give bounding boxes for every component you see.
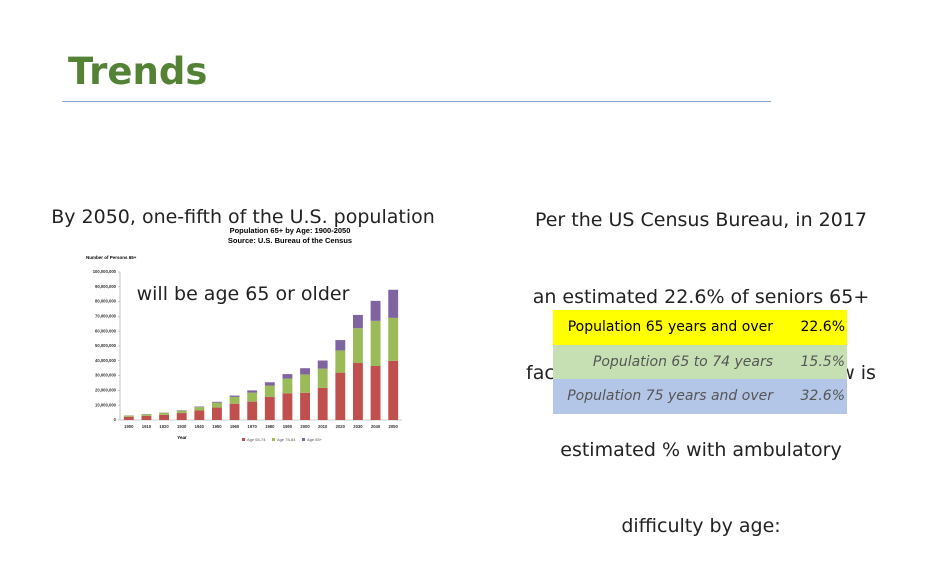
chart-subtitle: Source: U.S. Bureau of the Census [228,236,352,245]
chart: Population 65+ by Age: 1900-2050 Source:… [80,222,410,458]
bar-segment [247,402,257,420]
x-axis-label: Year [177,435,187,440]
bar-segment [265,386,275,397]
bar-segment [335,340,345,350]
caption-line: Per the US Census Bureau, in 2017 [501,208,901,234]
bar-segment [194,407,204,408]
x-tick-label: 1920 [159,424,169,429]
bar-segment [212,402,222,403]
x-tick-label: 2020 [336,424,346,429]
bar-segment [318,388,328,420]
y-tick-label: 50,000,000 [95,343,117,348]
caption-line: difficulty by age: [501,514,901,540]
x-tick-label: 2050 [389,424,399,429]
legend-swatch [272,438,275,441]
slide: {"title": "Trends", "left_text": ["By 20… [0,0,940,529]
x-tick-label: 2010 [318,424,328,429]
bar-segment [283,379,293,394]
table-cell: Population 75 years and over [553,379,775,414]
bar-segment [300,374,310,392]
bar-segment [388,318,398,361]
x-tick-label: 1980 [265,424,275,429]
bar-segment [371,366,381,420]
x-tick-label: 1910 [142,424,152,429]
bar-segment [177,413,187,420]
x-tick-label: 1940 [195,424,205,429]
bar-segment [388,361,398,420]
bar-segment [300,393,310,420]
bar-segment [124,416,134,417]
y-tick-label: 90,000,000 [95,284,117,289]
bar-segment [335,373,345,420]
bar-segment [230,397,240,404]
bar-segment [265,397,275,420]
y-tick-label: 0 [114,417,117,422]
bar-segment [318,361,328,369]
bar-segment [212,403,222,408]
legend-label: Age 65-74 [247,437,266,442]
bar-segment [247,390,257,392]
x-tick-label: 1950 [212,424,222,429]
x-tick-label: 1990 [283,424,293,429]
bar-segment [353,315,363,328]
y-tick-label: 70,000,000 [95,314,117,319]
bar-segment [212,408,222,420]
x-tick-label: 1930 [177,424,187,429]
bar-segment [159,413,169,415]
table-cell: 15.5% [775,345,847,380]
legend-swatch [242,438,245,441]
bar-segment [124,417,134,420]
bar-segment [247,393,257,402]
y-tick-label: 20,000,000 [95,388,117,393]
legend-label: Age 75-84 [277,437,296,442]
bar-segment [353,328,363,363]
table-cell: 22.6% [775,310,847,345]
chart-title: Population 65+ by Age: 1900-2050 [230,226,351,235]
table-cell: Population 65 to 74 years [553,345,775,380]
bar-segment [230,404,240,420]
x-tick-label: 1960 [230,424,240,429]
x-tick-label: 1900 [124,424,134,429]
bar-segment [388,290,398,318]
x-tick-label: 2030 [353,424,363,429]
table-cell: Population 65 years and over [553,310,775,345]
bar-segment [371,301,381,321]
bar-segment [300,368,310,374]
legend-label: Age 85+ [307,437,323,442]
caption-line: estimated % with ambulatory [501,438,901,464]
x-tick-label: 2040 [371,424,381,429]
bar-segment [371,321,381,366]
y-tick-label: 40,000,000 [95,358,117,363]
caption-line: an estimated 22.6% of seniors 65+ [501,285,901,311]
y-tick-label: 100,000,000 [93,269,117,274]
bar-segment [142,416,152,420]
bar-segment [283,393,293,420]
bar-segment [265,382,275,385]
y-tick-label: 10,000,000 [95,402,117,407]
slide-title: Trends [68,50,207,93]
bar-segment [318,369,328,388]
table-cell: 32.6% [775,379,847,414]
y-axis-label: Number of Persons 65+ [86,255,137,260]
bar-segment [283,374,293,378]
x-tick-label: 1970 [248,424,258,429]
y-tick-label: 80,000,000 [95,299,117,304]
bar-segment [194,407,204,410]
bar-segment [230,396,240,397]
y-tick-label: 60,000,000 [95,328,117,333]
bar-segment [177,411,187,413]
x-tick-label: 2000 [300,424,310,429]
bar-segment [142,414,152,415]
title-rule [62,101,771,102]
y-tick-label: 30,000,000 [95,373,117,378]
legend-swatch [302,438,305,441]
bar-segment [194,411,204,420]
bar-segment [353,363,363,420]
bar-segment [335,350,345,372]
bar-segment [159,415,169,420]
